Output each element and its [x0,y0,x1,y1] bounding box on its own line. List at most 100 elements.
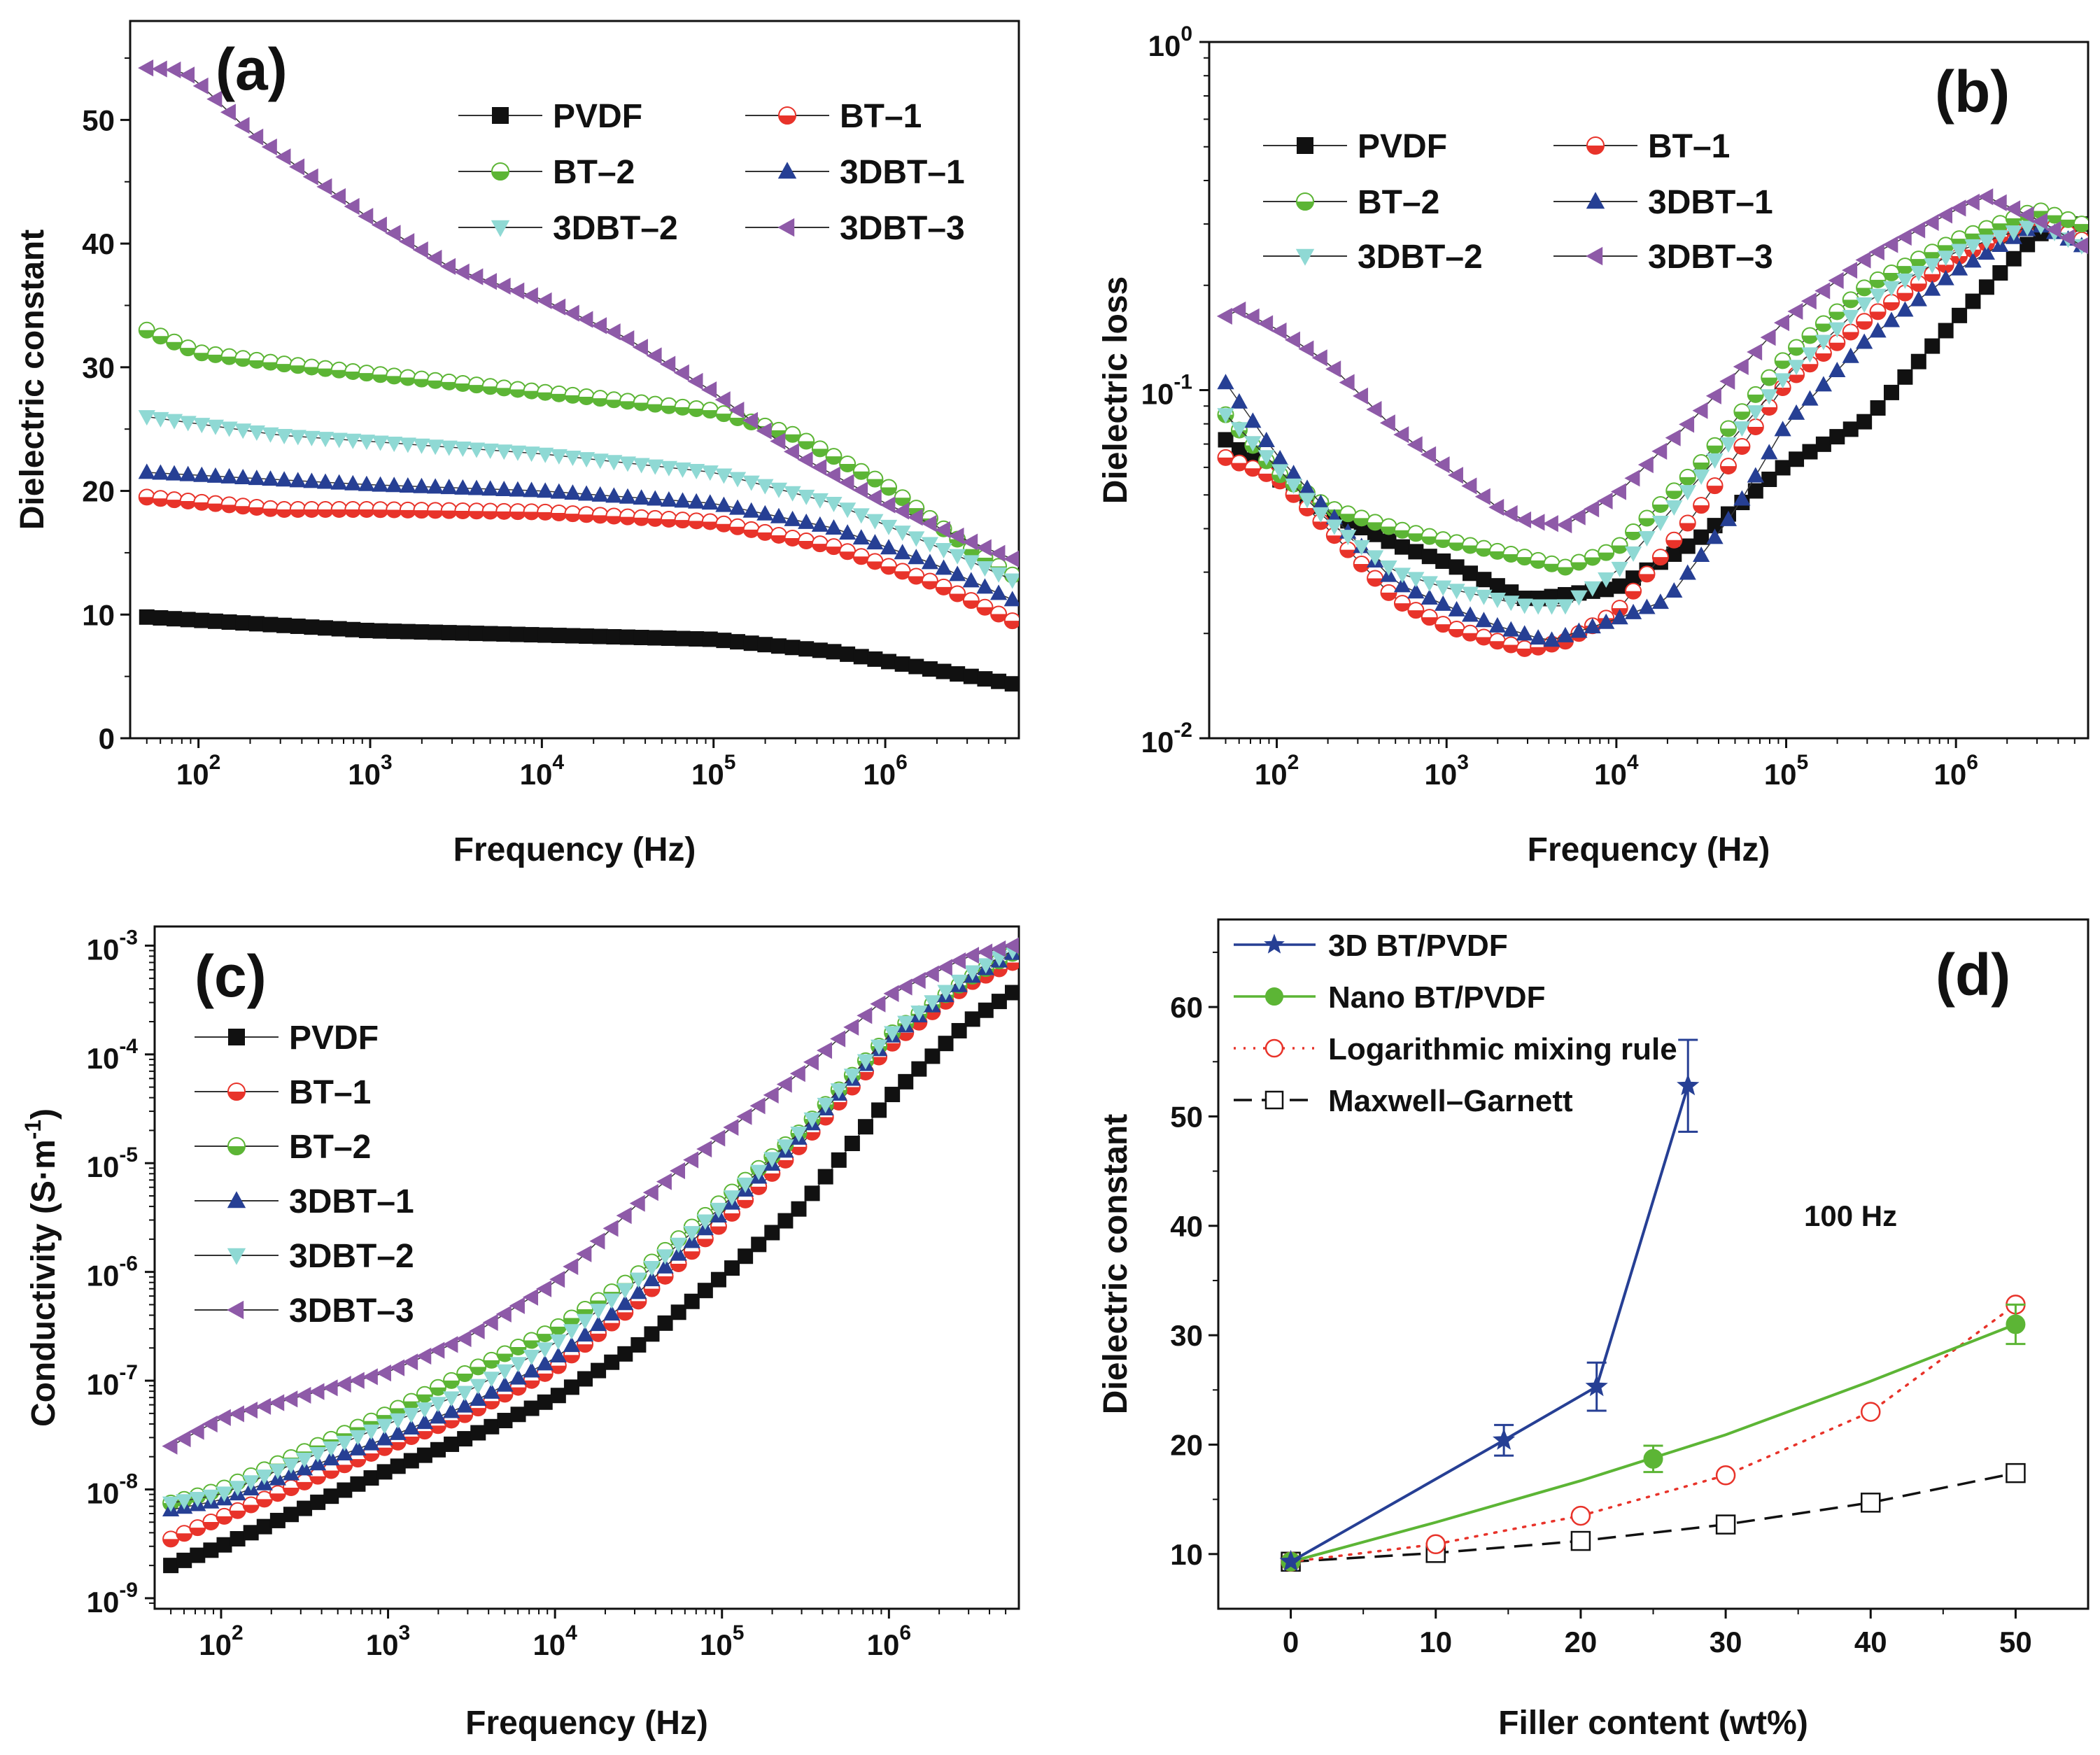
data-point [724,1260,740,1276]
data-point [1665,531,1683,549]
marker-fill [457,1414,473,1423]
data-point [1502,545,1520,563]
marker-fill [826,547,842,555]
marker-fill [304,509,320,518]
data-point [179,465,197,481]
data-point [469,1322,485,1339]
data-point [661,630,677,647]
data-point [1761,444,1778,460]
data-point [1461,606,1479,622]
marker-fill [1489,641,1505,649]
marker-fill [190,1528,206,1536]
data-point [1651,593,1669,609]
data-point [826,644,842,660]
data-point [923,965,939,982]
marker-fill [414,510,430,519]
data-point [283,1507,299,1523]
data-point [166,333,183,351]
data-point [2006,1462,2026,1483]
legend: PVDF BT–1 BT–2 3DBT–1 3DBT–2 3DBT–3 [458,98,965,247]
data-point [962,555,980,571]
legend-marker [228,1029,245,1045]
data-point [344,197,360,216]
data-point [179,493,197,510]
data-point [714,391,731,409]
data-point [413,438,430,454]
y-tick-label: 10-6 [87,1253,138,1292]
series-pvdf [139,609,1019,692]
legend-item: BT–2 [1263,184,1439,221]
data-point [898,1073,914,1090]
marker-fill [1297,202,1313,210]
data-point [1556,626,1574,642]
marker-fill [963,600,979,609]
data-point [363,1470,379,1486]
data-point [1842,262,1858,279]
data-point [936,663,952,679]
data-point [496,626,512,642]
data-point [783,443,799,460]
data-point [756,422,772,439]
data-point [470,1390,487,1407]
marker-fill [812,449,828,457]
data-point [579,628,595,644]
data-point [206,346,224,363]
data-point [2059,229,2075,246]
y-axis-label: Dielectric constant [1097,1114,1134,1414]
marker-fill [167,500,183,508]
marker-fill [537,512,554,520]
data-point [1381,533,1397,549]
data-point [1666,546,1682,562]
data-point [358,365,375,382]
data-point [1585,1374,1608,1397]
x-tick-label: 103 [348,751,392,791]
marker-fill [670,1264,686,1272]
marker-fill [831,1102,847,1111]
data-point [844,1136,860,1152]
series-logarithmic-mixing-rule [1281,1295,2026,1572]
data-point [964,1011,980,1027]
data-point [922,661,938,677]
x-tick-label: 0 [1283,1626,1299,1658]
data-point [1257,315,1274,332]
marker-fill [484,1360,500,1368]
data-point [1788,339,1805,356]
marker-fill [1340,514,1356,522]
data-point [358,501,375,519]
data-point [1910,251,1927,268]
legend-item: BT–1 [195,1074,371,1111]
data-point [1679,468,1696,486]
x-tick-label: 30 [1710,1626,1742,1658]
marker-fill [537,1334,553,1342]
data-point [497,1413,513,1429]
data-point [138,463,155,479]
data-point [165,61,181,79]
marker-fill [1463,545,1479,554]
legend-label: 3DBT–1 [289,1183,414,1220]
data-point [577,485,596,501]
data-point [1978,244,1996,260]
data-point [330,432,348,449]
data-point [1924,280,1941,296]
data-point [1003,612,1019,630]
data-point [429,1341,445,1359]
legend-marker [1586,192,1605,209]
data-point [1964,239,1982,255]
data-point [1625,523,1642,541]
data-point [242,1475,260,1491]
legend-item: 3DBT–1 [195,1183,414,1220]
data-point [1679,485,1696,501]
data-point [770,432,786,450]
data-point [1882,236,1898,253]
data-point [990,940,1006,958]
data-point [549,1347,567,1363]
data-point [1475,540,1493,557]
marker-fill [1353,518,1369,526]
data-point [563,1257,579,1276]
data-point [576,1245,592,1262]
data-point [1557,586,1573,602]
data-point [977,671,993,687]
marker-fill [1299,508,1316,516]
data-point [1393,577,1411,593]
marker-fill [1530,647,1546,655]
